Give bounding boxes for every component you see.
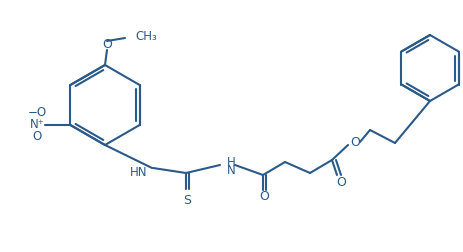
Text: N⁺: N⁺ <box>30 118 45 132</box>
Text: −O: −O <box>28 107 47 119</box>
Text: H: H <box>226 155 235 169</box>
Text: O: O <box>102 39 112 51</box>
Text: O: O <box>258 191 269 204</box>
Text: N: N <box>226 164 235 176</box>
Text: O: O <box>33 131 42 143</box>
Text: S: S <box>182 194 191 206</box>
Text: O: O <box>349 136 359 148</box>
Text: O: O <box>335 175 345 188</box>
Text: HN: HN <box>129 166 147 178</box>
Text: CH₃: CH₃ <box>135 29 156 43</box>
